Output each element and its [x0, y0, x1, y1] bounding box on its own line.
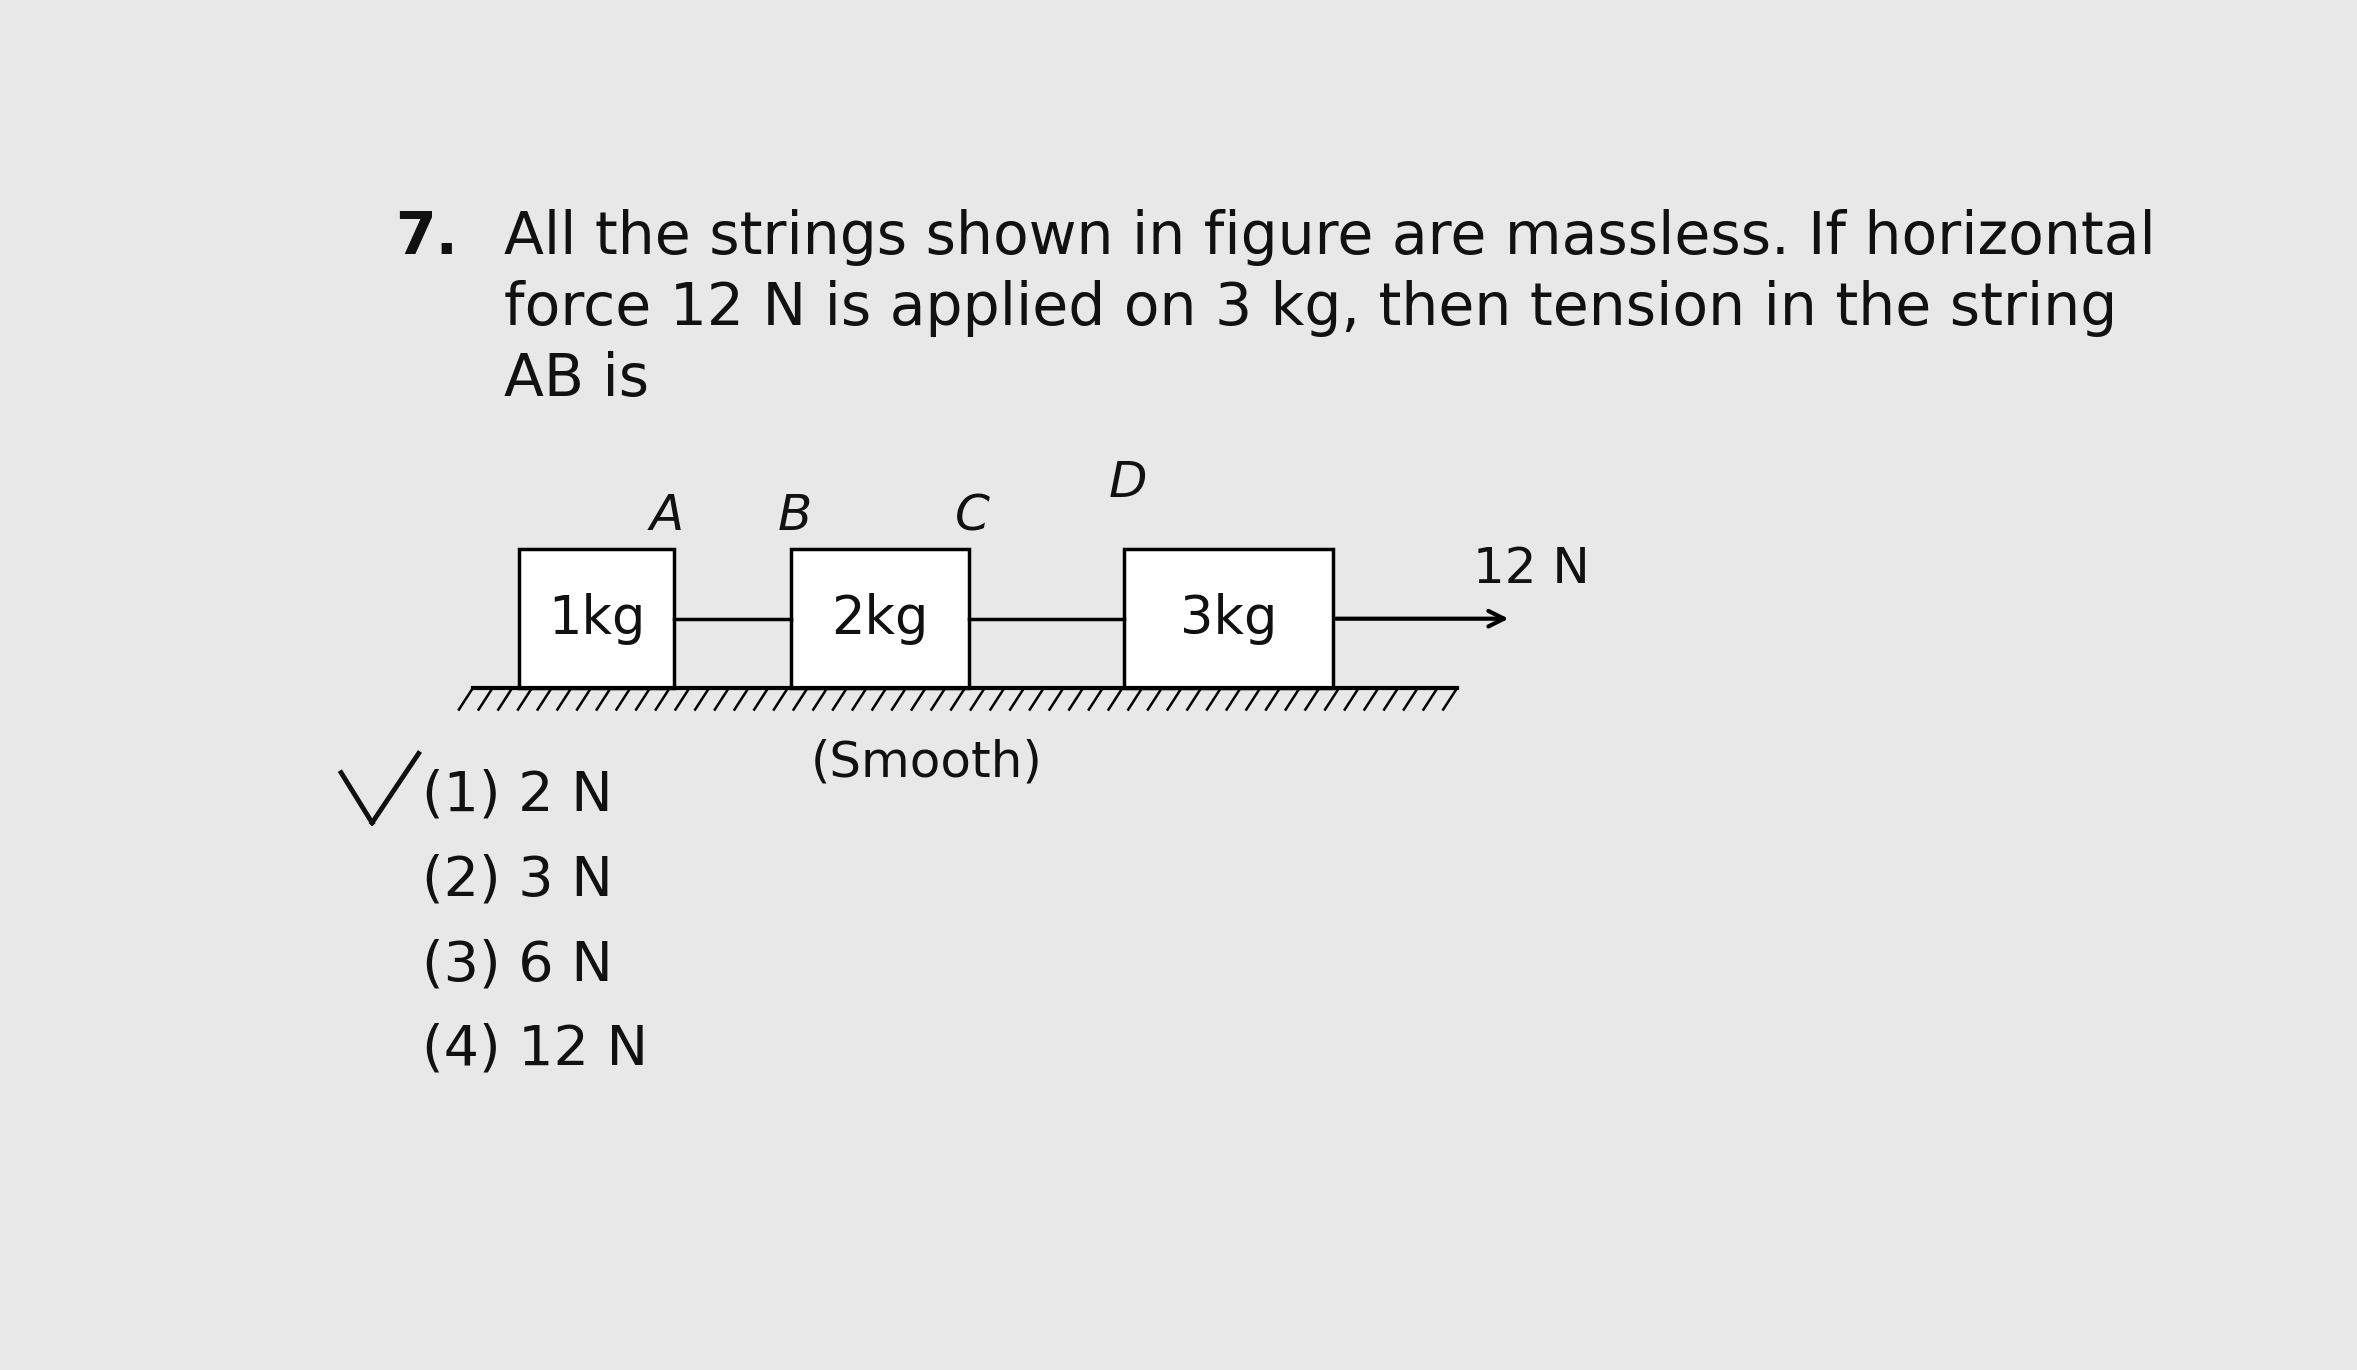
Text: A: A	[651, 492, 684, 540]
Text: force 12 N is applied on 3 kg, then tension in the string: force 12 N is applied on 3 kg, then tens…	[504, 279, 2117, 337]
Text: B: B	[778, 492, 811, 540]
Text: 2kg: 2kg	[832, 593, 929, 645]
Bar	[1124, 549, 1334, 688]
Text: 1kg: 1kg	[549, 593, 646, 645]
Text: 7.: 7.	[396, 210, 457, 266]
Text: 3kg: 3kg	[1181, 593, 1277, 645]
Text: (3) 6 N: (3) 6 N	[422, 938, 613, 992]
Text: 12 N: 12 N	[1473, 545, 1589, 593]
Text: All the strings shown in figure are massless. If horizontal: All the strings shown in figure are mass…	[504, 210, 2157, 266]
Text: D: D	[1108, 459, 1148, 507]
Text: (1) 2 N: (1) 2 N	[422, 769, 613, 823]
Text: C: C	[955, 492, 990, 540]
Text: AB is: AB is	[504, 351, 648, 408]
Text: (4) 12 N: (4) 12 N	[422, 1023, 648, 1077]
Bar	[519, 549, 674, 688]
Bar	[790, 549, 969, 688]
Text: (Smooth): (Smooth)	[811, 738, 1042, 786]
Text: (2) 3 N: (2) 3 N	[422, 854, 613, 907]
